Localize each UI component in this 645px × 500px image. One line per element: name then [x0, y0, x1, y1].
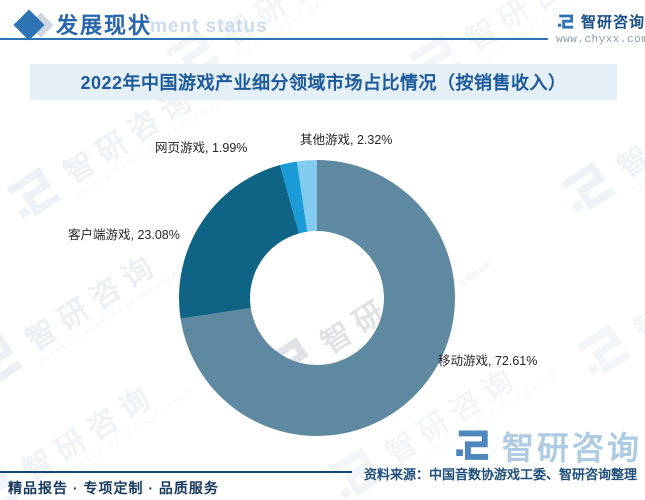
slice-label-other-games: 其他游戏, 2.32%	[300, 133, 393, 147]
chart-title-box: 2022年中国游戏产业细分领域市场占比情况（按销售收入）	[30, 64, 617, 100]
bottom-brand-logo: 智研咨询	[452, 423, 642, 469]
bottom-brand-name: 智研咨询	[502, 430, 643, 466]
brand-logo: 智研咨询	[556, 11, 645, 32]
footer-tagline: 精品报告 · 专项定制 · 品质服务	[8, 480, 219, 496]
page-header: ment status 发展现状 智研咨询 www.chyxx.com	[0, 0, 645, 50]
donut-slice-1	[178, 165, 300, 319]
source-divider	[0, 471, 352, 473]
donut-chart	[178, 160, 455, 436]
header-divider	[0, 38, 548, 40]
chart-title: 2022年中国游戏产业细分领域市场占比情况（按销售收入）	[80, 73, 567, 93]
header-ghost-text: ment status	[150, 16, 268, 37]
slice-label-client-games: 客户端游戏, 23.08%	[68, 228, 180, 242]
brand-logo-icon	[550, 151, 627, 228]
donut-slice-2	[280, 161, 308, 234]
slice-label-mobile-games: 移动游戏, 72.61%	[438, 354, 538, 368]
slice-label-web-games: 网页游戏, 1.99%	[155, 141, 248, 155]
brand-logo-icon	[452, 425, 494, 467]
source-note: 资料来源：中国音数协游戏工委、智研咨询整理	[364, 467, 638, 482]
donut-slice-3	[296, 160, 317, 232]
brand-logo-icon	[0, 324, 35, 401]
page-title: 发展现状	[56, 13, 153, 38]
brand-name: 智研咨询	[581, 14, 645, 31]
donut-slice-0	[180, 160, 455, 436]
brand-logo-icon	[566, 314, 643, 391]
brand-url: www.chyxx.com	[556, 34, 645, 46]
diamond-icon	[13, 9, 60, 41]
brand-logo-icon	[556, 12, 576, 32]
brand-logo-icon	[0, 157, 73, 234]
